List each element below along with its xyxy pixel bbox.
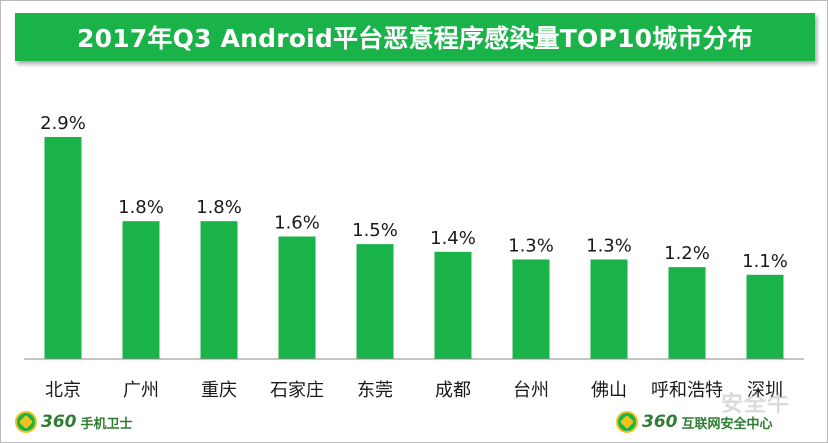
category-label: 广州: [123, 380, 159, 401]
data-label: 1.8%: [118, 197, 164, 218]
logo-text: 手机卫士: [80, 416, 133, 432]
chart-title: 2017年Q3 Android平台恶意程序感染量TOP10城市分布: [15, 13, 815, 61]
data-label: 1.4%: [430, 228, 476, 249]
data-label: 1.2%: [664, 243, 710, 264]
bar-9: [668, 267, 706, 359]
data-label: 1.1%: [742, 251, 788, 272]
data-label: 1.3%: [586, 235, 632, 256]
bar-3: [200, 221, 238, 359]
bar-1: [44, 136, 82, 359]
data-label: 1.3%: [508, 235, 554, 256]
logo-number: 360: [642, 412, 678, 432]
bar-5: [356, 244, 394, 359]
logo-text: 互联网安全中心: [681, 416, 773, 432]
bar-2: [122, 221, 160, 359]
category-label: 佛山: [591, 380, 627, 401]
bar-7: [512, 259, 550, 359]
bar-4: [278, 236, 316, 359]
logo-360-security-center: 360 互联网安全中心: [616, 411, 773, 433]
data-label: 2.9%: [40, 113, 86, 134]
logo-number: 360: [41, 412, 77, 432]
data-label: 1.8%: [196, 197, 242, 218]
category-label: 石家庄: [270, 380, 324, 401]
category-label: 成都: [435, 380, 471, 401]
category-label: 重庆: [201, 380, 237, 401]
shield-logo-icon: [15, 411, 37, 433]
bar-8: [590, 259, 628, 359]
category-label: 北京: [45, 380, 81, 401]
watermark-text: 安全牛: [721, 392, 791, 417]
data-label: 1.6%: [274, 213, 320, 234]
data-label: 1.5%: [352, 220, 398, 241]
bar-10: [746, 274, 784, 359]
bar-6: [434, 251, 472, 359]
category-label: 呼和浩特: [651, 380, 723, 401]
category-label: 台州: [513, 380, 549, 401]
shield-logo-icon: [616, 411, 638, 433]
category-label: 东莞: [357, 380, 393, 401]
logo-360-mobile-guard: 360 手机卫士: [15, 411, 133, 433]
category-label: 深圳: [747, 380, 783, 401]
